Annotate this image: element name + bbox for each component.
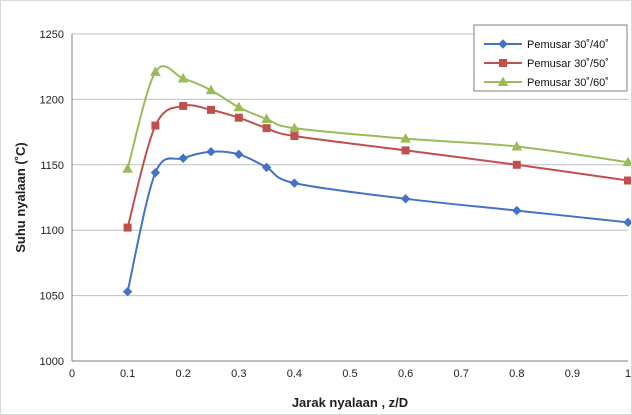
- series-lines: [126, 65, 629, 293]
- series-2-point: [151, 121, 160, 130]
- x-tick-label: 0.2: [176, 368, 191, 380]
- y-tick-label: 1250: [40, 29, 64, 41]
- series-2-point: [290, 132, 299, 141]
- series-1-point: [178, 153, 188, 163]
- series-3-point: [150, 66, 161, 76]
- series-1-point: [234, 149, 244, 160]
- axes: [71, 34, 628, 362]
- x-tick-label: 1: [625, 368, 631, 380]
- series-3-point: [622, 156, 631, 167]
- series-1-point: [122, 286, 133, 297]
- x-tick-label: 0.8: [509, 368, 524, 380]
- series-3-point: [400, 133, 411, 143]
- y-tick-label: 1000: [40, 356, 64, 368]
- series-1-point: [206, 147, 216, 157]
- series-line-1: [126, 150, 629, 293]
- legend-marker-2: [499, 59, 507, 67]
- series-2-point: [401, 146, 410, 155]
- series-2-point: [624, 176, 631, 185]
- series-line-2: [126, 104, 629, 229]
- x-axis-title: Jarak nyalaan , z/D: [292, 395, 408, 410]
- series-line-3: [126, 65, 629, 170]
- x-tick-label: 0.9: [565, 368, 580, 380]
- y-tick-label: 1150: [40, 160, 64, 172]
- legend-marker-3: [497, 76, 509, 86]
- series-3-point: [511, 140, 523, 151]
- legend: Pemusar 30˚/40˚ Pemusar 30˚/50˚ Pemusar 30…: [473, 24, 628, 92]
- series-3-point: [122, 163, 133, 173]
- legend-label-1: Pemusar 30˚/40˚: [527, 39, 609, 51]
- series-3-point: [289, 122, 300, 133]
- x-tick-labels: 0 0.1 0.2 0.3 0.4 0.5 0.6 0.7 0.8 0.9 1: [69, 368, 631, 380]
- y-tick-label: 1050: [40, 291, 64, 303]
- series-1-point: [512, 205, 522, 216]
- x-tick-label: 0.4: [287, 368, 302, 380]
- y-tick-labels: 1000 1050 1100 1150 1200 1250: [40, 29, 64, 368]
- legend-marker-1: [498, 39, 508, 49]
- series-2-point: [123, 223, 132, 232]
- legend-box: [473, 24, 628, 92]
- y-tick-label: 1100: [40, 225, 64, 237]
- series-3-point: [205, 84, 217, 95]
- legend-items: Pemusar 30˚/40˚ Pemusar 30˚/50˚ Pemusar 30…: [484, 39, 609, 89]
- x-tick-label: 0.7: [454, 368, 469, 380]
- series-1-point: [400, 194, 411, 204]
- x-tick-label: 0.6: [398, 368, 413, 380]
- legend-label-2: Pemusar 30˚/50˚: [527, 58, 609, 70]
- x-tick-label: 0: [69, 368, 75, 380]
- x-tick-label: 0.5: [342, 368, 357, 380]
- x-tick-label: 0.3: [231, 368, 246, 380]
- series-3-point: [233, 101, 245, 112]
- series-2-point: [179, 101, 188, 110]
- series-2-point: [262, 124, 271, 133]
- series-2-point: [234, 113, 243, 122]
- series-1-point: [623, 217, 631, 228]
- series-2-point: [207, 105, 215, 114]
- series-1-point: [261, 162, 272, 173]
- series-3-point: [261, 113, 272, 124]
- series-3-point: [177, 72, 189, 83]
- legend-label-3: Pemusar 30˚/60˚: [527, 77, 609, 89]
- series-1-point: [289, 178, 300, 188]
- y-tick-label: 1200: [40, 94, 64, 106]
- x-tick-label: 0.1: [120, 368, 135, 380]
- series-2-point: [512, 160, 521, 169]
- y-axis-title: Suhu nyalaan (˚C): [13, 142, 28, 253]
- series-markers: [122, 66, 631, 297]
- series-1-point: [150, 167, 161, 178]
